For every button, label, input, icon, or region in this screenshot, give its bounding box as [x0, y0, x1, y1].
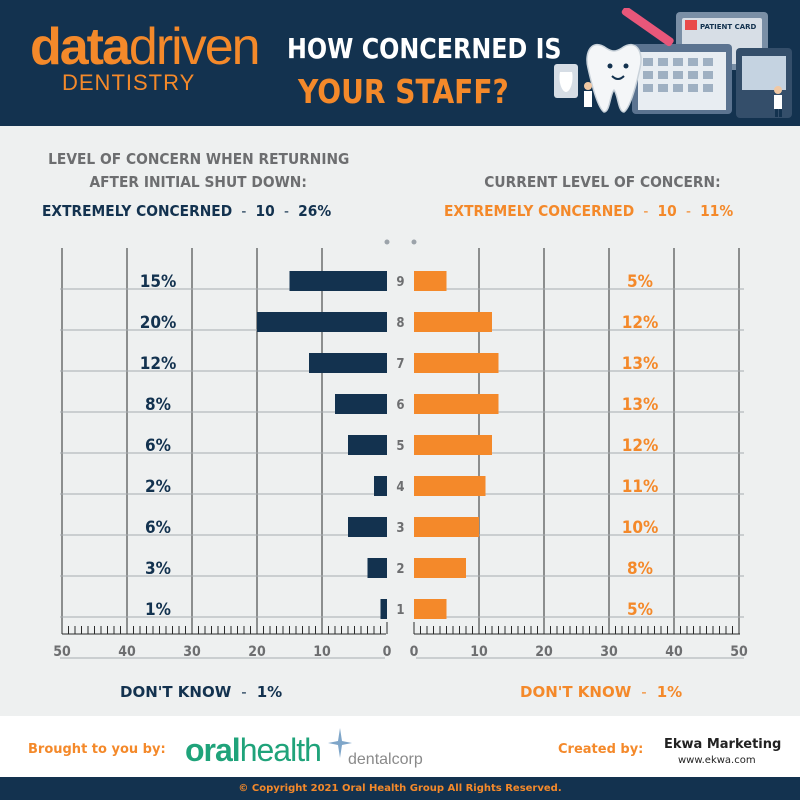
left-extreme-level: 10	[255, 202, 275, 220]
data-label-left-8: 20%	[140, 313, 177, 333]
oralhealth-part2: health	[239, 732, 322, 768]
tick-label-right: 0	[410, 644, 419, 660]
right-extreme-row: EXTREMELY CONCERNED -10-11%	[444, 202, 734, 220]
bar-right-6	[414, 394, 499, 414]
tick-label-left: 20	[248, 644, 266, 660]
left-dont-know-row: DON'T KNOW -1%	[120, 683, 283, 701]
category-label-6: 6	[396, 398, 404, 413]
bar-left-4	[374, 476, 387, 496]
page-title-line2: YOUR STAFF?	[298, 72, 509, 111]
right-dont-know-pct: 1%	[656, 683, 683, 701]
bar-left-1	[380, 599, 387, 619]
zero-marker-left	[384, 239, 390, 245]
category-label-5: 5	[396, 439, 404, 454]
data-label-right-4: 11%	[622, 477, 659, 497]
bar-right-2	[414, 558, 466, 578]
tick-label-left: 30	[183, 644, 201, 660]
oralhealth-part1: oral	[185, 732, 241, 768]
data-label-left-4: 2%	[145, 477, 171, 497]
category-label-9: 9	[396, 275, 404, 290]
bar-right-8	[414, 312, 492, 332]
data-label-left-6: 8%	[145, 395, 171, 415]
bar-left-7	[309, 353, 387, 373]
bar-right-9	[414, 271, 447, 291]
logo-subtitle: DENTISTRY	[62, 70, 196, 95]
creator-url: www.ekwa.com	[678, 755, 756, 766]
dentalcorp-star-icon	[328, 728, 352, 758]
creator-name: Ekwa Marketing	[664, 737, 782, 752]
data-label-right-5: 12%	[622, 436, 659, 456]
copyright-bar: © Copyright 2021 Oral Health Group All R…	[0, 777, 800, 800]
data-label-right-9: 5%	[627, 272, 653, 292]
data-label-left-3: 6%	[145, 518, 171, 538]
right-extreme-pct: 11%	[700, 202, 734, 220]
bar-left-2	[367, 558, 387, 578]
right-dont-know-row: DON'T KNOW -1%	[520, 683, 683, 701]
bar-left-3	[348, 517, 387, 537]
page-title-line1: HOW CONCERNED IS	[287, 32, 562, 65]
dental-office-illustration: PATIENT CARD	[554, 8, 792, 118]
bar-left-5	[348, 435, 387, 455]
category-label-7: 7	[396, 357, 404, 372]
tick-label-left: 10	[313, 644, 331, 660]
tick-label-right: 30	[600, 644, 618, 660]
oralhealth-logo: oralhealth	[185, 732, 322, 769]
zero-marker-right	[411, 239, 417, 245]
dentist-figure-icon	[584, 82, 592, 115]
right-extreme-label: EXTREMELY CONCERNED	[444, 202, 635, 220]
tick-label-left: 40	[118, 644, 136, 660]
right-extreme-level: 10	[657, 202, 677, 220]
svg-text:PATIENT CARD: PATIENT CARD	[700, 23, 757, 31]
data-label-right-6: 13%	[622, 395, 659, 415]
tick-label-left: 0	[383, 644, 392, 660]
data-label-right-2: 8%	[627, 559, 653, 579]
logo-wordmark: datadriven	[30, 18, 261, 76]
data-label-left-1: 1%	[145, 600, 171, 620]
data-label-right-1: 5%	[627, 600, 653, 620]
logo-driven-text: driven	[128, 18, 261, 76]
assistant-figure-icon	[774, 86, 782, 117]
left-dont-know-pct: 1%	[256, 683, 283, 701]
tick-label-right: 20	[535, 644, 553, 660]
left-heading-line2: AFTER INITIAL SHUT DOWN:	[89, 173, 307, 191]
left-extreme-pct: 26%	[298, 202, 332, 220]
right-dont-know-label: DON'T KNOW	[520, 683, 632, 701]
left-heading-line1: LEVEL OF CONCERN WHEN RETURNING	[48, 150, 350, 168]
left-extreme-label: EXTREMELY CONCERNED	[42, 202, 233, 220]
brought-by-label: Brought to you by:	[28, 742, 166, 757]
tick-label-right: 40	[665, 644, 683, 660]
tick-label-right: 10	[470, 644, 488, 660]
category-label-4: 4	[396, 480, 404, 495]
category-label-1: 1	[396, 603, 404, 618]
category-label-3: 3	[396, 521, 404, 536]
bar-right-1	[414, 599, 447, 619]
data-label-right-7: 13%	[622, 354, 659, 374]
created-by-label: Created by:	[558, 742, 644, 757]
dentalcorp-logo: dentalcorp	[348, 751, 423, 768]
data-label-left-5: 6%	[145, 436, 171, 456]
bar-right-4	[414, 476, 486, 496]
bar-left-6	[335, 394, 387, 414]
bar-left-9	[289, 271, 387, 291]
data-label-right-8: 12%	[622, 313, 659, 333]
category-label-2: 2	[396, 562, 404, 577]
data-label-left-7: 12%	[140, 354, 177, 374]
bar-right-7	[414, 353, 499, 373]
bar-left-8	[257, 312, 387, 332]
left-extreme-row: EXTREMELY CONCERNED -10-26%	[42, 202, 332, 220]
data-label-right-3: 10%	[622, 518, 659, 538]
right-heading: CURRENT LEVEL OF CONCERN:	[484, 173, 721, 191]
data-label-left-9: 15%	[140, 272, 177, 292]
bar-right-5	[414, 435, 492, 455]
content-area	[0, 126, 800, 716]
logo-data-text: data	[30, 18, 131, 76]
data-label-left-2: 3%	[145, 559, 171, 579]
left-dont-know-label: DON'T KNOW	[120, 683, 232, 701]
bar-right-3	[414, 517, 479, 537]
tick-label-right: 50	[730, 644, 748, 660]
tick-label-left: 50	[53, 644, 71, 660]
toothbrush-icon	[621, 8, 674, 47]
category-label-8: 8	[396, 316, 404, 331]
